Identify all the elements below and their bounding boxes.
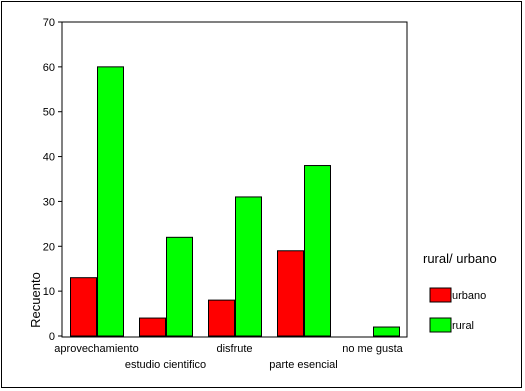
x-tick-label: no me gusta (342, 343, 403, 355)
bars (70, 66, 400, 337)
bar-rural (235, 196, 262, 337)
bar-rural (97, 66, 124, 337)
bar-rural (166, 236, 193, 337)
y-tick-label: 10 (43, 286, 55, 298)
bar-rural (373, 326, 400, 337)
bar-urbano (208, 299, 235, 337)
x-tick-label: parte esencial (269, 359, 338, 371)
y-tick-label: 50 (43, 107, 55, 119)
bar-urbano (139, 317, 166, 337)
y-axis-title: Recuento (28, 272, 43, 328)
legend-title: rural/ urbano (423, 251, 497, 266)
y-tick-label: 0 (49, 331, 55, 343)
legend-swatch-rural (429, 317, 452, 333)
legend-label-rural: rural (452, 320, 474, 332)
x-tick-label: disfrute (216, 343, 252, 355)
bar-rural (304, 165, 331, 337)
y-tick-label: 60 (43, 62, 55, 74)
y-tick-label: 70 (43, 17, 55, 29)
bar-urbano (277, 250, 304, 337)
y-axis: 0 10 20 30 40 50 60 70 (43, 17, 62, 343)
y-tick-label: 20 (43, 241, 55, 253)
y-tick-label: 30 (43, 196, 55, 208)
x-axis: aprovechamiento estudio cientifico disfrut… (54, 343, 403, 371)
x-tick-label: aprovechamiento (54, 343, 138, 355)
legend-label-urbano: urbano (452, 290, 486, 302)
x-tick-label: estudio cientifico (125, 359, 206, 371)
legend: urbano rural (429, 287, 486, 333)
y-tick-label: 40 (43, 152, 55, 164)
legend-swatch-urbano (429, 287, 452, 303)
bar-urbano (70, 277, 97, 337)
plot-area (61, 21, 408, 338)
